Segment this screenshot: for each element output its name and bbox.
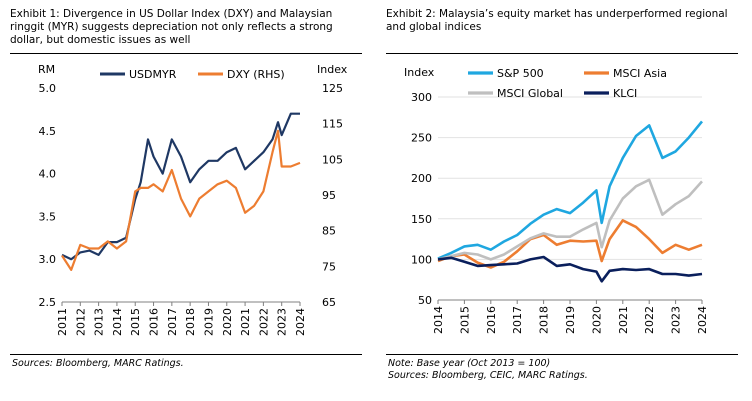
- exhibit-2-top-rule: [386, 53, 738, 54]
- x-tick-label: 2013: [93, 308, 106, 336]
- exhibit-1-top-rule: [10, 53, 362, 54]
- exhibit-1-title: Exhibit 1: Divergence in US Dollar Index…: [10, 8, 333, 46]
- legend-label: KLCI: [613, 87, 637, 100]
- y-tick-label-left: 3.0: [39, 253, 57, 266]
- x-tick-label: 2018: [538, 306, 551, 334]
- legend-label: DXY (RHS): [227, 68, 285, 81]
- y-tick-label-left: 4.5: [39, 125, 57, 138]
- y-tick-label-right: 65: [322, 296, 336, 309]
- x-tick-label: 2024: [294, 308, 307, 336]
- exhibit-2-source: Sources: Bloomberg, CEIC, MARC Ratings.: [388, 370, 588, 381]
- y-tick-label-left: 4.0: [39, 168, 57, 181]
- y-tick-label: 300: [411, 91, 432, 104]
- x-tick-label: 2016: [485, 306, 498, 334]
- exhibit-2-bottom-rule: [386, 354, 738, 355]
- legend-label: S&P 500: [497, 67, 544, 80]
- y-tick-label: 200: [411, 172, 432, 185]
- x-tick-label: 2019: [202, 308, 215, 336]
- y-tick-label: 250: [411, 132, 432, 145]
- x-tick-label: 2023: [276, 308, 289, 336]
- x-tick-label: 2019: [564, 306, 577, 334]
- exhibit-2-note: Note: Base year (Oct 2013 = 100): [388, 358, 551, 369]
- exhibit-1-source: Sources: Bloomberg, MARC Ratings.: [12, 358, 184, 369]
- exhibit-2-panel: Exhibit 2: Malaysia’s equity market has …: [376, 0, 752, 401]
- x-tick-label: 2017: [166, 308, 179, 336]
- exhibit-1-chart: RM Index 2.5 3.0 3.5 4.0 4.5 5.0 65 75 85 95 105 115 1…: [38, 63, 348, 336]
- exhibit-2-title: Exhibit 2: Malaysia’s equity market has …: [386, 8, 728, 33]
- legend-label: MSCI Global: [497, 87, 563, 100]
- series-line-msci-global: [437, 178, 703, 261]
- y-tick-label-right: 75: [322, 260, 336, 273]
- x-tick-label: 2015: [458, 306, 471, 334]
- y-tick-label-left: 3.5: [39, 210, 57, 223]
- y-tick-label-left: 5.0: [39, 82, 57, 95]
- y-axis-left-label: RM: [38, 63, 55, 76]
- x-tick-label: 2018: [184, 308, 197, 336]
- exhibit-2-chart: Index 50 100 150 200 250 300 2014 2015 2016 2017 20…: [404, 66, 709, 334]
- x-tick-label: 2017: [511, 306, 524, 334]
- x-tick-label: 2015: [129, 308, 142, 336]
- x-tick-label: 2020: [221, 308, 234, 336]
- y-tick-label-right: 105: [322, 153, 343, 166]
- x-tick-label: 2012: [74, 308, 87, 336]
- y-tick-label: 50: [418, 294, 432, 307]
- x-tick-label: 2023: [670, 306, 683, 334]
- x-tick-label: 2011: [56, 308, 69, 336]
- y-axis-right-label: Index: [317, 63, 348, 76]
- exhibit-1-bottom-rule: [10, 354, 362, 355]
- legend-label: MSCI Asia: [613, 67, 667, 80]
- y-tick-label-right: 115: [322, 118, 343, 131]
- x-tick-label: 2022: [643, 306, 656, 334]
- x-tick-label: 2024: [696, 306, 709, 334]
- series-line-dxy: [61, 129, 301, 271]
- y-tick-label-right: 125: [322, 82, 343, 95]
- y-tick-label-right: 95: [322, 189, 336, 202]
- x-tick-label: 2022: [257, 308, 270, 336]
- x-tick-label: 2016: [148, 308, 161, 336]
- y-tick-label-left: 2.5: [39, 296, 57, 309]
- series-line-klci: [437, 255, 703, 283]
- y-tick-label: 150: [411, 213, 432, 226]
- y-axis-label: Index: [404, 66, 435, 79]
- x-tick-label: 2021: [239, 308, 252, 336]
- series-line-sp500: [437, 120, 704, 260]
- series-line-usdmyr: [61, 112, 300, 261]
- y-tick-label-right: 85: [322, 225, 336, 238]
- exhibit-1-panel: Exhibit 1: Divergence in US Dollar Index…: [10, 8, 362, 369]
- x-tick-label: 2014: [111, 308, 124, 336]
- x-tick-label: 2020: [590, 306, 603, 334]
- y-tick-label: 100: [411, 253, 432, 266]
- x-tick-label: 2014: [432, 306, 445, 334]
- legend-label: USDMYR: [129, 68, 177, 81]
- x-tick-label: 2021: [617, 306, 630, 334]
